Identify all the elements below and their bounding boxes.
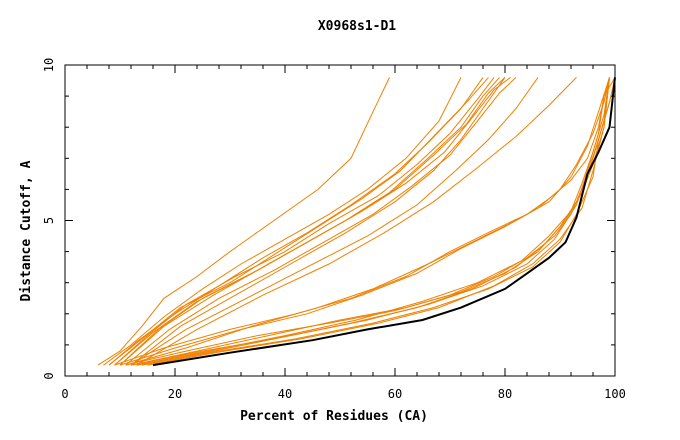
- highlight-curve: [152, 77, 616, 367]
- y-axis-label: Distance Cutoff, A: [19, 160, 34, 301]
- x-tick-label: 0: [61, 387, 68, 401]
- model-curve-12: [136, 77, 577, 366]
- plot-series: [97, 77, 616, 367]
- model-curve-22: [147, 77, 610, 366]
- model-curve-20: [136, 77, 616, 366]
- x-axis-label: Percent of Residues (CA): [240, 409, 428, 424]
- model-curve-10: [130, 77, 506, 366]
- model-curve-18: [130, 77, 610, 366]
- model-curve-6: [114, 77, 500, 366]
- axis-ticks: 0 20 40 60 80 100 0 5 10: [42, 58, 626, 401]
- model-curve-13: [114, 77, 610, 366]
- x-tick-label: 40: [278, 387, 292, 401]
- model-curve-11: [130, 77, 539, 366]
- y-tick-label: 10: [42, 58, 56, 72]
- chart-title: X0968s1-D1: [318, 19, 396, 34]
- model-curve-8: [119, 77, 511, 366]
- model-curve-1: [97, 77, 390, 366]
- x-tick-label: 100: [604, 387, 626, 401]
- model-curve-4: [108, 77, 489, 366]
- model-curve-2: [103, 77, 462, 366]
- model-curve-21: [141, 77, 616, 366]
- model-curve-5: [114, 77, 495, 366]
- model-curve-19: [136, 77, 610, 366]
- model-curve-7: [119, 77, 506, 366]
- x-tick-label: 20: [168, 387, 182, 401]
- model-curve-16: [125, 77, 610, 366]
- y-tick-label: 5: [42, 217, 56, 224]
- x-tick-label: 80: [498, 387, 512, 401]
- model-curve-17: [130, 77, 616, 366]
- x-tick-label: 60: [388, 387, 402, 401]
- model-curve-15: [125, 77, 610, 366]
- y-tick-label: 0: [42, 372, 56, 379]
- model-curve-9: [125, 77, 517, 366]
